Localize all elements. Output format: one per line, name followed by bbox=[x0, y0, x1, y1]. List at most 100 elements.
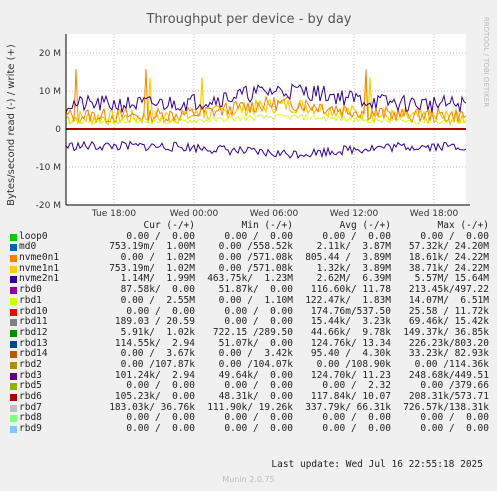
series-trace bbox=[65, 140, 467, 159]
legend-cur: 114.55k/ 2.94 bbox=[114, 337, 195, 349]
legend-name: rbd3 bbox=[19, 369, 42, 381]
legend-swatch bbox=[10, 394, 17, 401]
legend-row: rbd1 0.00 / 2.55M 0.00 / 1.10M 122.47k/ 1.8… bbox=[10, 294, 490, 307]
legend-avg: 2.62M/ 6.39M bbox=[316, 273, 391, 285]
legend-swatch bbox=[10, 426, 17, 434]
legend-swatch bbox=[10, 265, 17, 273]
legend-cur: 1.14M/ 1.99M bbox=[120, 273, 195, 285]
x-tick-label: Wed 06:00 bbox=[250, 209, 299, 219]
legend-max: 0.00 / 0.00 bbox=[420, 423, 489, 435]
legend-avg: 44.66k/ 9.78k bbox=[310, 326, 391, 338]
legend-avg: 0.00 / 2.32 bbox=[322, 380, 391, 392]
series-traces bbox=[65, 69, 467, 159]
legend-name: rbd11 bbox=[19, 316, 48, 328]
legend-swatch bbox=[10, 233, 17, 241]
legend-min: 463.75k/ 1.23M bbox=[207, 273, 293, 285]
col-min: Min (-/+) bbox=[241, 220, 293, 231]
last-update: Last update: Wed Jul 16 22:55:18 2025 bbox=[271, 459, 483, 470]
legend-table: Cur (-/+) Min (-/+) Avg (-/+) Max (-/+) … bbox=[10, 220, 490, 435]
y-tick-labels: 20 M 10 M 0 -10 M -20 M bbox=[36, 49, 62, 211]
legend-swatch bbox=[10, 308, 17, 316]
legend-min: 0.00 / 1.10M bbox=[218, 294, 293, 306]
legend-min: 0.00 / 0.00 bbox=[224, 423, 293, 435]
legend-name: rbd14 bbox=[19, 348, 48, 360]
legend-cur: 0.00 / 0.00 bbox=[126, 380, 195, 392]
legend-row: rbd0 87.58k/ 0.00 51.87k/ 0.00 116.60k/ 11.… bbox=[10, 284, 490, 296]
x-tick-label: Wed 18:00 bbox=[410, 209, 459, 219]
legend-row: rbd11 189.03 / 20.59 0.00 / 0.00 15.44k/ 3.… bbox=[10, 316, 490, 328]
legend-min: 111.90k/ 19.26k bbox=[207, 401, 293, 413]
legend-avg: 124.70k/ 11.23 bbox=[310, 369, 391, 381]
legend-name: nvme1n1 bbox=[19, 262, 60, 274]
legend-swatch bbox=[10, 244, 17, 252]
legend-min: 722.15 /289.50 bbox=[212, 326, 293, 338]
legend-min: 0.00 / 0.00 bbox=[224, 412, 293, 424]
legend-min: 0.00 / 0.00 bbox=[224, 316, 293, 328]
legend-min: 51.07k/ 0.00 bbox=[218, 337, 293, 349]
legend-max: 69.46k/ 15.42k bbox=[408, 316, 489, 328]
legend-name: rbd0 bbox=[19, 284, 42, 296]
legend-min: 49.64k/ 0.00 bbox=[218, 369, 293, 381]
legend-row: rbd8 0.00 / 0.00 0.00 / 0.00 0.00 / 0.00 0.0… bbox=[10, 413, 490, 424]
legend-name: rbd10 bbox=[19, 305, 48, 317]
legend-name: md0 bbox=[19, 241, 37, 253]
legend-row: rbd9 0.00 / 0.00 0.00 / 0.00 0.00 / 0.00 0.0… bbox=[10, 423, 490, 435]
legend-name: rbd5 bbox=[19, 380, 42, 392]
legend-avg: 122.47k/ 1.83M bbox=[305, 294, 391, 306]
x-tick-label: Wed 12:00 bbox=[330, 209, 379, 219]
legend-row: rbd10 0.00 / 0.00 0.00 / 0.00 174.76m/537.5… bbox=[10, 305, 490, 318]
plot-area bbox=[66, 34, 466, 205]
version-label: Munin 2.0.75 bbox=[222, 475, 275, 484]
legend-min: 0.00 /571.08k bbox=[218, 262, 293, 274]
legend-max: 248.68k/449.51 bbox=[408, 369, 489, 381]
y-tick-label: 10 M bbox=[39, 87, 61, 97]
legend-name: nvme2n1 bbox=[19, 273, 60, 285]
legend-cur: 189.03 / 20.59 bbox=[114, 316, 195, 328]
legend-avg: 1.32k/ 3.89M bbox=[316, 262, 391, 274]
legend-name: rbd12 bbox=[19, 326, 48, 338]
throughput-chart: Throughput per device - by day Bytes/sec… bbox=[6, 12, 490, 219]
legend-swatch bbox=[10, 404, 17, 412]
legend-row: rbd12 5.91k/ 1.02k 722.15 /289.50 44.66k/ 9… bbox=[10, 326, 490, 339]
x-tick-label: Tue 18:00 bbox=[91, 209, 136, 219]
legend-avg: 0.00 / 0.00 bbox=[322, 423, 391, 435]
legend-row: rbd3 101.24k/ 2.94 49.64k/ 0.00 124.70k/ 11… bbox=[10, 369, 490, 382]
legend-row: rbd6 105.23k/ 0.00 48.31k/ 0.00 117.84k/ 10… bbox=[10, 391, 490, 403]
legend-cur: 0.00 / 3.67k bbox=[120, 348, 195, 360]
col-cur: Cur (-/+) bbox=[143, 220, 195, 231]
legend-max: 0.00 / 0.00 bbox=[420, 412, 489, 424]
legend-min: 0.00 /558.52k bbox=[218, 241, 293, 253]
legend-max: 213.45k/497.22 bbox=[408, 284, 489, 296]
legend-max: 38.71k/ 24.22M bbox=[408, 262, 489, 274]
legend-max: 33.23k/ 82.93k bbox=[408, 348, 489, 360]
legend-min: 48.31k/ 0.00 bbox=[218, 391, 293, 402]
legend-min: 0.00 / 0.00 bbox=[224, 305, 293, 317]
y-tick-label: -10 M bbox=[36, 163, 61, 173]
legend-cur: 0.00 / 1.02M bbox=[120, 252, 195, 264]
legend-max: 208.31k/573.71 bbox=[408, 391, 489, 402]
legend-avg: 124.76k/ 13.34 bbox=[310, 337, 391, 349]
legend-max: 0.00 / 0.00 bbox=[420, 230, 489, 242]
legend-cur: 0.00 / 0.00 bbox=[126, 412, 195, 424]
legend-swatch bbox=[10, 255, 17, 263]
legend-row: rbd2 0.00 /107.87k 0.00 /104.07k 0.00 /108.… bbox=[10, 358, 490, 371]
legend-name: rbd8 bbox=[19, 412, 42, 424]
legend-swatch bbox=[10, 383, 17, 391]
y-tick-label: 0 bbox=[55, 125, 61, 135]
legend-avg: 116.60k/ 11.78 bbox=[310, 284, 391, 296]
legend-row: loop0 0.00 / 0.00 0.00 / 0.00 0.00 / 0.00 0.… bbox=[10, 230, 490, 243]
legend-header: Cur (-/+) Min (-/+) Avg (-/+) Max (-/+) bbox=[10, 220, 490, 232]
legend-swatch bbox=[10, 319, 17, 327]
legend-avg: 805.44 / 3.89M bbox=[305, 252, 391, 264]
legend-avg: 117.84k/ 10.07 bbox=[310, 391, 391, 402]
legend-name: rbd13 bbox=[19, 337, 48, 349]
legend-min: 51.87k/ 0.00 bbox=[218, 284, 293, 296]
legend-row: nvme0n1 0.00 / 1.02M 0.00 /571.08k 805.44 /… bbox=[10, 252, 490, 264]
legend-max: 18.61k/ 24.22M bbox=[408, 252, 489, 264]
series-trace bbox=[65, 77, 467, 127]
y-tick-label: 20 M bbox=[39, 49, 61, 59]
legend-min: 0.00 /104.07k bbox=[218, 358, 293, 370]
legend-row: rbd13 114.55k/ 2.94 51.07k/ 0.00 124.76k/ 1… bbox=[10, 337, 490, 350]
legend-cur: 183.03k/ 36.76k bbox=[109, 401, 195, 413]
legend-cur: 753.19m/ 1.02M bbox=[109, 262, 195, 274]
